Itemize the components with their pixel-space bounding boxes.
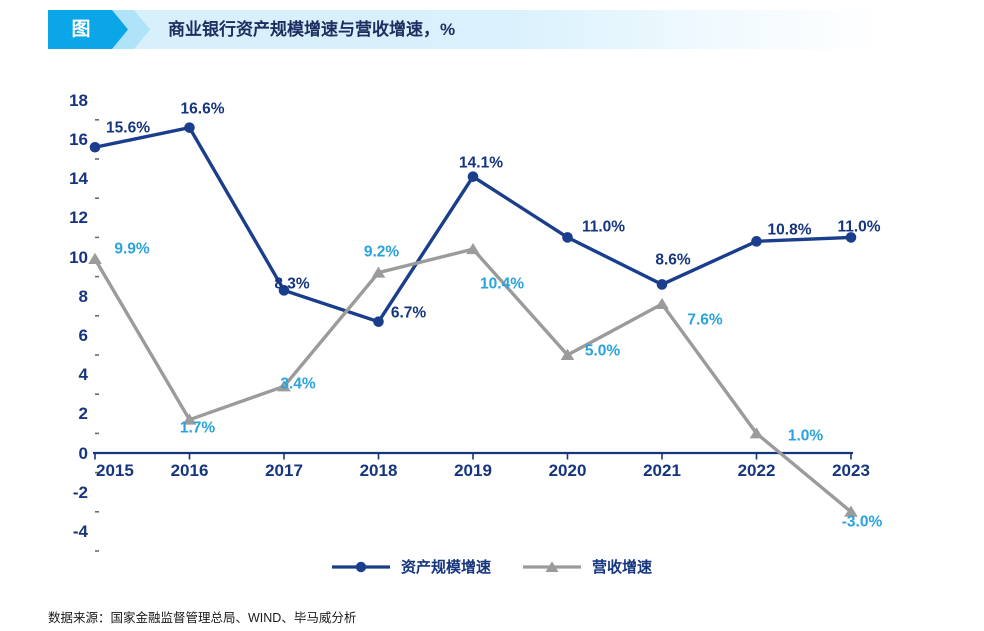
- triangle-marker: [88, 252, 102, 264]
- circle-marker: [467, 171, 479, 182]
- data-label-营收增速-2022: 1.0%: [787, 427, 824, 445]
- data-label-资产规模增速-2017: 8.3%: [274, 275, 310, 293]
- legend-label: 资产规模增速: [400, 559, 491, 576]
- data-label-资产规模增速-2021: 8.6%: [655, 251, 691, 269]
- data-source: 数据来源：国家金融监督管理总局、WIND、毕马威分析: [48, 611, 357, 625]
- y-axis-label: 12: [69, 208, 88, 228]
- data-label-资产规模增速-2023: 11.0%: [837, 218, 881, 236]
- y-axis-label: 2: [78, 404, 88, 424]
- chart-title: 商业银行资产规模增速与营收增速，%: [168, 20, 456, 39]
- legend-item-1: 营收增速: [523, 556, 652, 577]
- data-label-资产规模增速-2018: 6.7%: [390, 304, 427, 322]
- legend-item-0: 资产规模增速: [331, 556, 491, 577]
- y-axis-label: 4: [78, 365, 88, 385]
- figure-tag-label: 图: [71, 19, 91, 40]
- circle-marker: [89, 141, 101, 153]
- figure-header: 图 商业银行资产规模增速与营收增速，%: [48, 10, 880, 49]
- chart-legend: 资产规模增速 营收增速: [0, 556, 984, 577]
- y-axis-label: 8: [78, 286, 88, 306]
- data-label-营收增速-2023: -3.0%: [841, 513, 883, 531]
- triangle-marker: [371, 266, 386, 278]
- data-label-营收增速-2019: 10.4%: [480, 275, 524, 293]
- data-label-资产规模增速-2015: 15.6%: [106, 119, 150, 137]
- data-label-资产规模增速-2016: 16.6%: [180, 100, 225, 118]
- triangle-marker: [655, 297, 669, 310]
- circle-marker: [184, 122, 195, 133]
- y-axis-label: 0: [78, 443, 88, 463]
- triangle-marker: [749, 427, 764, 439]
- data-label-营收增速-2021: 7.6%: [687, 311, 723, 329]
- y-axis-label: -4: [72, 521, 88, 541]
- x-axis-label: 2016: [170, 461, 209, 480]
- circle-marker: [562, 232, 573, 243]
- circle-marker: [373, 316, 384, 327]
- legend-line-triangle-icon: [523, 560, 581, 572]
- x-axis-label: 2018: [359, 461, 398, 480]
- figure-tag: 图: [48, 10, 128, 49]
- y-axis-label: 10: [69, 247, 88, 267]
- triangle-marker: [560, 348, 575, 360]
- x-axis-label: 2021: [643, 461, 681, 480]
- circle-marker: [278, 285, 290, 296]
- x-axis-label: 2017: [265, 461, 303, 480]
- y-axis-label: 6: [78, 325, 88, 345]
- data-label-营收增速-2018: 9.2%: [363, 243, 400, 261]
- data-label-资产规模增速-2020: 11.0%: [581, 218, 626, 236]
- triangle-marker: [182, 413, 197, 425]
- x-axis-label: 2020: [548, 461, 587, 480]
- data-label-营收增速-2020: 5.0%: [584, 342, 621, 360]
- data-label-营收增速-2015: 9.9%: [114, 240, 150, 258]
- x-axis-label: 2022: [737, 461, 776, 480]
- legend-label: 营收增速: [592, 559, 653, 576]
- legend-line-circle-icon: [331, 561, 390, 572]
- header-background: [48, 10, 880, 49]
- circle-marker: [656, 279, 668, 290]
- y-axis-label: 14: [69, 169, 88, 189]
- triangle-marker: [466, 242, 480, 255]
- data-label-资产规模增速-2019: 14.1%: [459, 154, 503, 172]
- data-label-资产规模增速-2022: 10.8%: [767, 221, 812, 239]
- triangle-marker: [277, 380, 291, 392]
- y-axis-label: -2: [72, 482, 88, 502]
- circle-marker: [751, 236, 762, 247]
- x-axis-label: 2015: [96, 461, 134, 480]
- data-label-营收增速-2016: 1.7%: [179, 419, 216, 437]
- circle-marker: [845, 232, 857, 243]
- x-axis-label: 2023: [832, 461, 870, 480]
- data-label-营收增速-2017: 3.4%: [280, 375, 316, 393]
- y-axis-label: 18: [69, 90, 88, 110]
- x-axis-label: 2019: [454, 461, 492, 480]
- triangle-marker: [844, 505, 858, 517]
- y-axis-label: 16: [69, 129, 88, 149]
